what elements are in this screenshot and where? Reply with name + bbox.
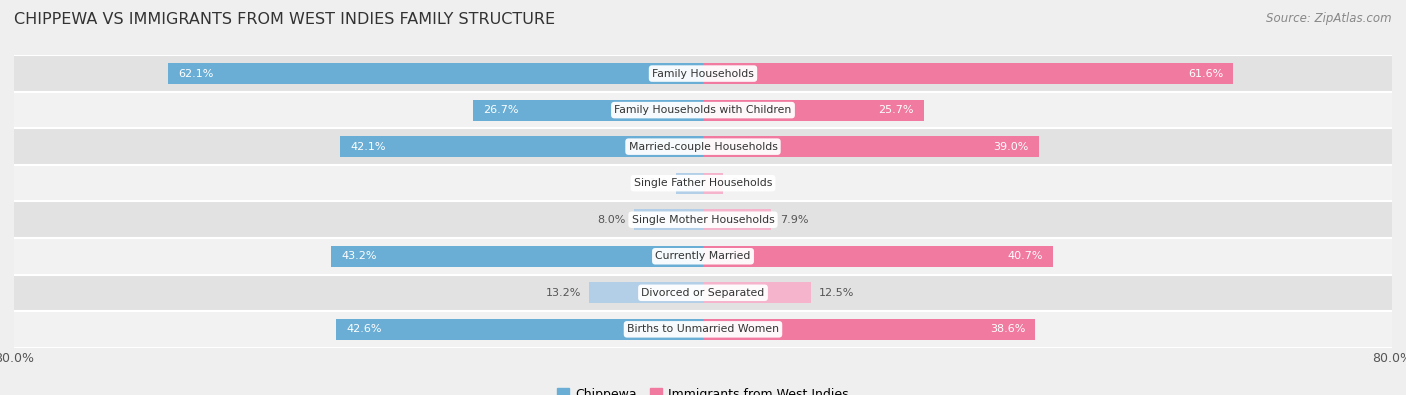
Text: 43.2%: 43.2%: [342, 251, 377, 261]
Text: Single Father Households: Single Father Households: [634, 178, 772, 188]
Bar: [336, 319, 703, 340]
Text: Currently Married: Currently Married: [655, 251, 751, 261]
Bar: [14, 275, 1392, 311]
Bar: [703, 173, 723, 194]
Text: 39.0%: 39.0%: [993, 142, 1029, 152]
Text: 61.6%: 61.6%: [1188, 69, 1223, 79]
Bar: [169, 63, 703, 84]
Bar: [703, 282, 811, 303]
Bar: [676, 173, 703, 194]
Bar: [14, 201, 1392, 238]
Bar: [703, 136, 1039, 157]
Text: CHIPPEWA VS IMMIGRANTS FROM WEST INDIES FAMILY STRUCTURE: CHIPPEWA VS IMMIGRANTS FROM WEST INDIES …: [14, 12, 555, 27]
Text: Single Mother Households: Single Mother Households: [631, 215, 775, 225]
Bar: [634, 209, 703, 230]
Bar: [14, 238, 1392, 275]
Bar: [14, 165, 1392, 201]
Text: Family Households with Children: Family Households with Children: [614, 105, 792, 115]
Legend: Chippewa, Immigrants from West Indies: Chippewa, Immigrants from West Indies: [553, 383, 853, 395]
Text: 3.1%: 3.1%: [640, 178, 668, 188]
Text: Divorced or Separated: Divorced or Separated: [641, 288, 765, 298]
Bar: [703, 319, 1035, 340]
Bar: [330, 246, 703, 267]
Bar: [703, 246, 1053, 267]
Text: 8.0%: 8.0%: [598, 215, 626, 225]
Text: Births to Unmarried Women: Births to Unmarried Women: [627, 324, 779, 334]
Text: 25.7%: 25.7%: [879, 105, 914, 115]
Bar: [14, 128, 1392, 165]
Bar: [472, 100, 703, 121]
Text: 42.6%: 42.6%: [346, 324, 382, 334]
Text: Source: ZipAtlas.com: Source: ZipAtlas.com: [1267, 12, 1392, 25]
Bar: [14, 55, 1392, 92]
Text: 2.3%: 2.3%: [731, 178, 759, 188]
Bar: [703, 100, 924, 121]
Text: 38.6%: 38.6%: [990, 324, 1025, 334]
Text: 13.2%: 13.2%: [546, 288, 581, 298]
Text: 40.7%: 40.7%: [1008, 251, 1043, 261]
Text: 12.5%: 12.5%: [820, 288, 855, 298]
Bar: [703, 63, 1233, 84]
Text: 26.7%: 26.7%: [484, 105, 519, 115]
Text: 7.9%: 7.9%: [780, 215, 808, 225]
Bar: [14, 92, 1392, 128]
Text: 62.1%: 62.1%: [179, 69, 214, 79]
Text: Family Households: Family Households: [652, 69, 754, 79]
Text: Married-couple Households: Married-couple Households: [628, 142, 778, 152]
Bar: [703, 209, 770, 230]
Bar: [589, 282, 703, 303]
Bar: [14, 311, 1392, 348]
Bar: [340, 136, 703, 157]
Text: 42.1%: 42.1%: [350, 142, 387, 152]
